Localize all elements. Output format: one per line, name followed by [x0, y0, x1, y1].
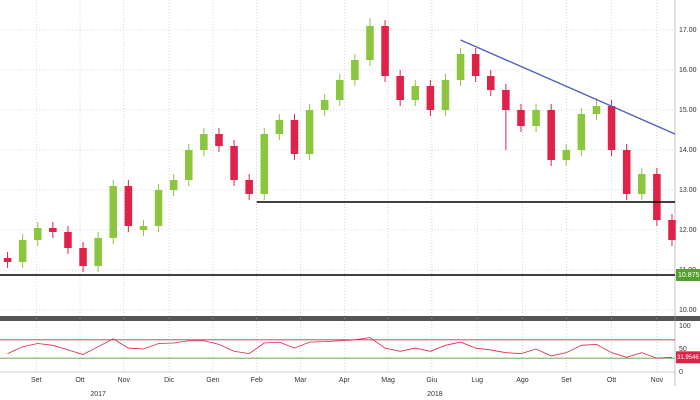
- rsi-tick-label: 100: [679, 323, 691, 330]
- candle-body: [622, 150, 631, 194]
- y-tick-label: 16.00: [679, 67, 697, 74]
- candle-body: [49, 228, 57, 232]
- candle-body: [396, 76, 404, 100]
- candle-body: [486, 76, 495, 90]
- x-tick-label: Lug: [471, 377, 483, 384]
- candle-body: [562, 150, 571, 160]
- candle-body: [592, 106, 601, 114]
- candle-body: [441, 80, 450, 110]
- x-tick-label: Feb: [251, 377, 263, 384]
- x-tick-label: Set: [561, 377, 572, 384]
- x-tick-label: Giu: [426, 377, 437, 384]
- candle-body: [139, 226, 148, 230]
- candle-body: [426, 86, 435, 110]
- candle-body: [653, 174, 661, 220]
- y-tick-label: 10.00: [679, 307, 697, 314]
- rsi-tick-label: 0: [679, 369, 683, 376]
- candle-body: [335, 80, 344, 100]
- panel-separator: [0, 316, 700, 321]
- year-label: 2018: [427, 391, 443, 398]
- price-label-box: [676, 269, 700, 281]
- candle-body: [577, 114, 586, 150]
- year-label: 2017: [90, 391, 106, 398]
- x-tick-label: Mag: [381, 377, 395, 384]
- candle-body: [184, 150, 193, 180]
- candle-body: [154, 190, 163, 226]
- candle-body: [502, 90, 510, 110]
- candle-body: [381, 26, 389, 76]
- x-tick-label: Dic: [164, 377, 175, 384]
- rsi-line: [7, 337, 673, 359]
- candle-body: [411, 86, 420, 100]
- x-tick-label: Set: [31, 377, 42, 384]
- candle-body: [456, 54, 465, 80]
- candle-body: [607, 106, 616, 150]
- candle-body: [215, 134, 223, 146]
- trendline: [460, 39, 676, 135]
- candle-body: [79, 248, 87, 266]
- rsi-label: 31.9546: [677, 355, 699, 361]
- rsi-tick-label: 50: [679, 346, 687, 353]
- candle-body: [230, 146, 238, 180]
- y-tick-label: 17.00: [679, 27, 697, 34]
- candle-body: [169, 180, 178, 190]
- candle-body: [260, 134, 269, 194]
- candle-body: [109, 186, 118, 238]
- candle-body: [517, 110, 525, 126]
- candle-body: [305, 110, 314, 154]
- candle-body: [351, 60, 359, 80]
- x-tick-label: Mar: [294, 377, 307, 384]
- x-tick-label: Nov: [118, 377, 131, 384]
- x-tick-label: Nov: [651, 377, 664, 384]
- y-tick-label: 15.00: [679, 107, 697, 114]
- candle-body: [124, 186, 133, 226]
- price-label: 10.875: [678, 272, 700, 279]
- candle-body: [3, 258, 12, 262]
- y-tick-label: 12.00: [679, 227, 697, 234]
- y-tick-label: 14.00: [679, 147, 697, 154]
- x-tick-label: Apr: [339, 377, 351, 384]
- candle-body: [547, 110, 555, 160]
- rsi-label-box: [676, 351, 700, 364]
- candle-body: [33, 228, 42, 240]
- candle-body: [532, 110, 540, 126]
- candle-body: [471, 54, 480, 76]
- candle-body: [275, 120, 284, 134]
- candle-body: [245, 180, 253, 194]
- candle-body: [290, 120, 299, 154]
- x-tick-label: Ott: [607, 377, 616, 384]
- candle-body: [64, 232, 72, 248]
- x-tick-label: Gen: [206, 377, 219, 384]
- candle-body: [638, 174, 646, 194]
- x-tick-label: Ago: [516, 377, 529, 384]
- candle-body: [18, 240, 27, 262]
- candle-body: [94, 238, 102, 266]
- y-tick-label: 13.00: [679, 187, 697, 194]
- candle-body: [320, 100, 329, 110]
- candle-body: [200, 134, 208, 150]
- x-tick-label: Ott: [75, 377, 84, 384]
- candle-body: [668, 220, 676, 240]
- candle-body: [366, 26, 374, 60]
